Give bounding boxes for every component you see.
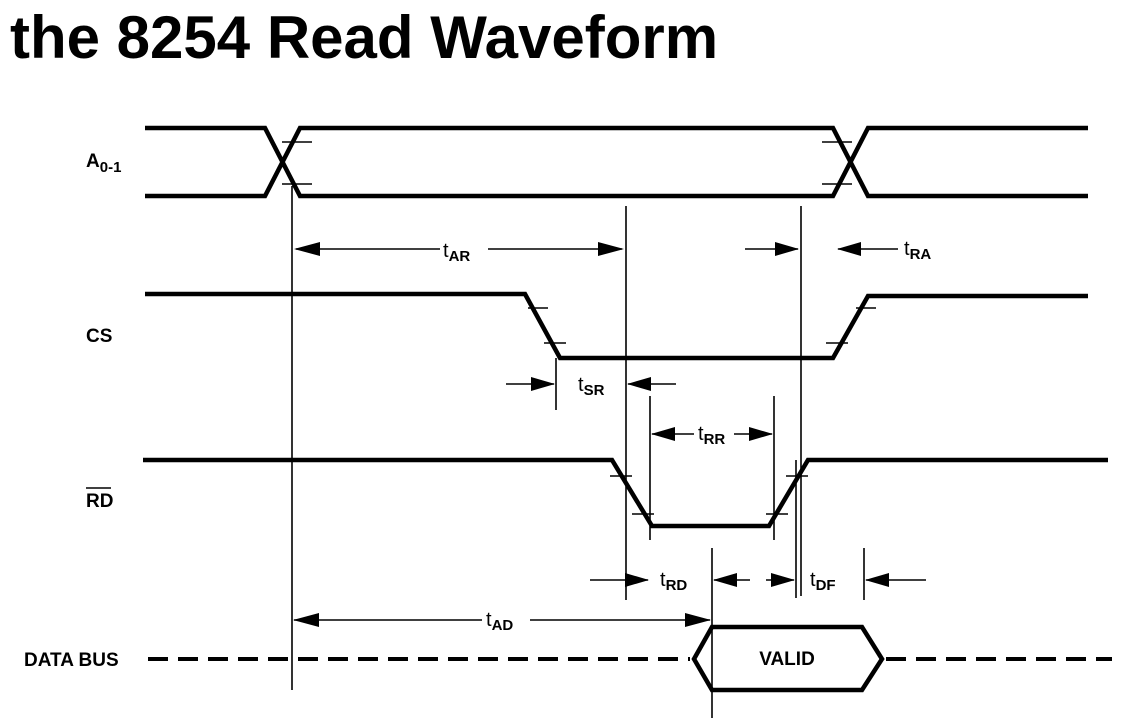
signal-label-data-bus: DATA BUS (24, 650, 119, 671)
tdf-label: tDF (810, 569, 836, 594)
tad-label: tAD (486, 609, 513, 634)
tad-arrow-left (293, 613, 319, 627)
a01-waveform-lower (145, 125, 1088, 199)
tra-label: tRA (904, 238, 931, 263)
signal-label-a01: A0-1 (86, 151, 121, 176)
tsr-arrow-left (531, 377, 555, 391)
trr-arrow-right (749, 427, 773, 441)
tdf-arrow-left (713, 573, 737, 587)
valid-label: VALID (759, 649, 815, 670)
tra-arrow-right (837, 242, 861, 256)
tsr-label: tSR (578, 374, 605, 399)
signal-label-cs: CS (86, 326, 112, 347)
cs-waveform (145, 291, 1088, 361)
signal-label-rd: RD (86, 491, 113, 512)
tra-arrow-left (775, 242, 799, 256)
tar-label: tAR (443, 240, 470, 265)
tdf-arrow-mid (771, 573, 795, 587)
rd-waveform (143, 457, 1108, 529)
tsr-arrow-right (627, 377, 651, 391)
trd-arrow (625, 573, 649, 587)
page-title: the 8254 Read Waveform (10, 4, 719, 71)
a01-waveform-upper (145, 125, 1088, 199)
tar-arrow-left (294, 242, 320, 256)
trr-label: tRR (698, 423, 725, 448)
tar-arrow-right (598, 242, 624, 256)
tdf-arrow-right (865, 573, 889, 587)
tad-arrow-right (685, 613, 711, 627)
trr-arrow-left (651, 427, 675, 441)
trd-label: tRD (660, 569, 687, 594)
